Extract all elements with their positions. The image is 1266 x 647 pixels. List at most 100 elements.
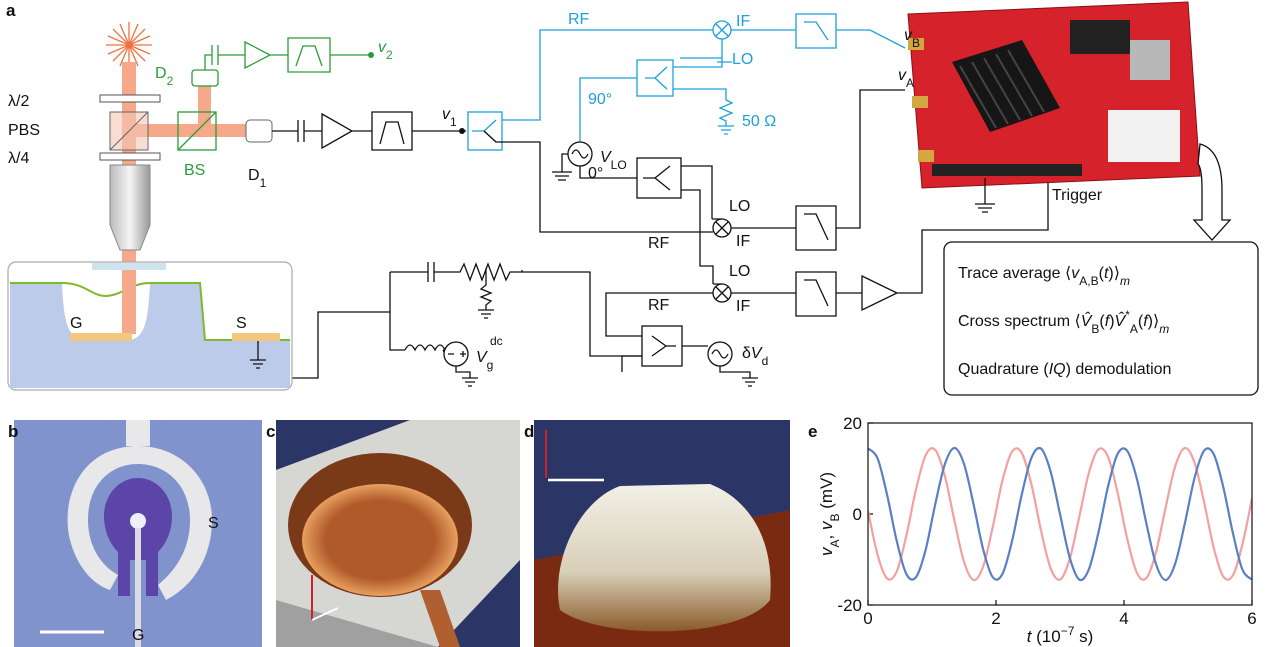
detector-label: D2 <box>155 65 174 88</box>
panel-label: b <box>8 422 18 441</box>
box-text: ) demodulation <box>1066 361 1172 378</box>
axis-label-part: (10 <box>1031 627 1060 646</box>
detector <box>192 70 218 86</box>
box-text: IQ <box>1049 361 1066 378</box>
panel-c: c <box>266 420 520 647</box>
port-label: LO <box>729 198 750 215</box>
optic-label: λ/4 <box>8 150 29 167</box>
fpga-board-part <box>1108 110 1180 162</box>
x-axis-label: t (10−7 s) <box>1027 624 1094 646</box>
optic-label: PBS <box>8 122 40 139</box>
port-label: IF <box>736 13 750 30</box>
inductor <box>405 345 445 350</box>
node <box>368 52 374 58</box>
label-sub: 1 <box>450 115 457 129</box>
box-text: * <box>1125 308 1130 322</box>
axis-label-part: (mV) <box>817 472 836 514</box>
electrode-label: S <box>236 315 247 332</box>
port-label: RF <box>568 11 590 28</box>
label-sub: B <box>912 36 920 50</box>
fpga-board-part <box>1130 40 1170 80</box>
node <box>459 128 465 134</box>
box-text: Cross spectrum <box>958 313 1074 330</box>
axis-label-part: , <box>817 530 836 539</box>
label-sub: 1 <box>260 176 267 190</box>
port-label: LO <box>729 263 750 280</box>
panel-d: d <box>524 420 790 647</box>
mixer <box>713 284 731 302</box>
label-base: δ <box>742 345 751 362</box>
waveplate <box>100 95 160 102</box>
signal-label: Vg <box>476 349 493 372</box>
signal-label: v2 <box>378 39 393 62</box>
label-sub: A <box>906 76 914 90</box>
signal-label: v1 <box>442 106 457 129</box>
detector-label: D1 <box>248 167 267 190</box>
panel-a: a λ/2 PBS λ/4 BS D2 v2 D1 v1 RF IF LO 90… <box>6 1 1258 395</box>
beam <box>198 86 211 126</box>
mixer <box>713 21 731 39</box>
port-label: IF <box>736 233 750 250</box>
fpga-board-part <box>912 96 928 108</box>
membrane <box>302 484 458 596</box>
axis-label-part: A <box>828 540 842 548</box>
page-body: a λ/2 PBS λ/4 BS D2 v2 D1 v1 RF IF LO 90… <box>0 0 1266 647</box>
phase-label: 90° <box>588 91 612 108</box>
y-axis-label: vA, vB (mV) <box>817 472 842 556</box>
electrode-label: G <box>132 627 144 644</box>
detector <box>246 120 272 142</box>
panel-label: e <box>808 422 817 441</box>
label-sub: 2 <box>167 74 174 88</box>
box-text: B <box>1091 322 1099 336</box>
page: Figure {"panels": { "a": {"label": "a", … <box>0 0 1266 647</box>
series-line <box>868 448 1252 580</box>
label-sub: g <box>487 358 494 372</box>
objective <box>110 165 150 250</box>
coverslip <box>92 263 166 270</box>
figure: a λ/2 PBS λ/4 BS D2 v2 D1 v1 RF IF LO 90… <box>0 0 1266 647</box>
box-text: Trace average <box>958 265 1065 282</box>
panel-label: c <box>266 422 275 441</box>
port-label: LO <box>732 51 753 68</box>
x-tick-label: 2 <box>991 609 1000 628</box>
membrane <box>130 513 146 529</box>
electrode-label: G <box>70 315 82 332</box>
signal-label: δVd <box>742 345 768 368</box>
mixer <box>713 219 731 237</box>
arrow <box>1194 144 1230 240</box>
label-base: D <box>155 65 167 82</box>
source-electrode <box>232 333 280 341</box>
rf-wiring <box>472 30 732 142</box>
axis-label-part: B <box>828 514 842 522</box>
port-label: RF <box>648 235 670 252</box>
fpga-board-part <box>932 164 1082 176</box>
laser-part <box>106 22 152 68</box>
trigger-label: Trigger <box>1052 187 1103 204</box>
d2-chain <box>205 38 370 72</box>
box-text: m <box>1159 322 1169 336</box>
box-text: m <box>1120 274 1130 288</box>
y-tick-label: 0 <box>853 505 862 524</box>
box-text: A,B <box>1079 274 1098 288</box>
d1-chain <box>272 112 466 150</box>
fpga-board-part <box>1070 20 1130 54</box>
lead <box>126 420 150 446</box>
port-label: IF <box>736 298 750 315</box>
optic-label: λ/2 <box>8 93 29 110</box>
beam <box>122 270 136 334</box>
electrode-label: S <box>208 515 219 532</box>
x-tick-label: 0 <box>863 609 872 628</box>
port-label: RF <box>648 297 670 314</box>
signal-label: vA <box>898 67 914 90</box>
label-base: D <box>248 167 260 184</box>
y-tick-label: 20 <box>843 414 862 433</box>
x-tick-label: 4 <box>1119 609 1128 628</box>
axis-label-part: −7 <box>1061 624 1075 638</box>
box-line: Quadrature (IQ) demodulation <box>958 361 1171 378</box>
y-tick-label: -20 <box>837 596 862 615</box>
label-sup: dc <box>490 334 503 348</box>
if-filter <box>731 14 905 48</box>
box-text: A <box>1130 322 1138 336</box>
phase-label: 0° <box>588 165 603 182</box>
